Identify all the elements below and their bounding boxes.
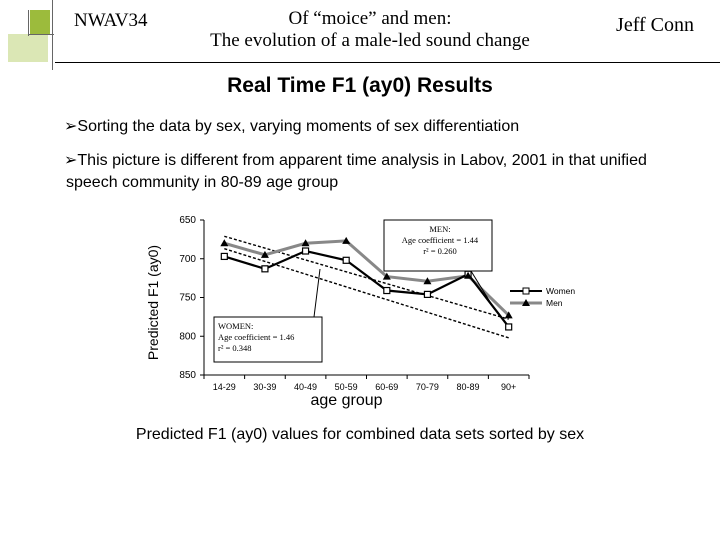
men-point [342,236,351,244]
legend-women-label: Women [546,286,575,296]
bullet-1-text: Sorting the data by sex, varying moments… [77,118,520,135]
x-tick-label: 90+ [501,382,516,392]
decor-line-vertical-2 [28,10,29,36]
author-name: Jeff Conn [616,14,694,36]
men-point [504,311,513,319]
men-point [301,239,310,247]
men-point [423,277,432,285]
women-annotation-line: WOMEN: [218,321,253,331]
x-tick-label: 60-69 [375,382,398,392]
men-point [382,272,391,280]
bullet-arrow-icon: ➢ [64,118,78,135]
women-point [301,247,310,255]
women-annotation-line: r² = 0.348 [218,343,252,353]
x-axis-title: age group [310,392,382,409]
men-point [260,250,269,258]
men-annotation-line: MEN: [429,224,450,234]
bullet-1: ➢Sorting the data by sex, varying moment… [64,116,704,138]
legend-men-label: Men [546,298,563,308]
section-heading: Real Time F1 (ay0) Results [227,74,493,97]
women-point [220,252,228,261]
men-point [464,271,473,279]
women-annotation-line: Age coefficient = 1.46 [218,332,294,342]
women-point [423,290,432,299]
men-annotation-line: Age coefficient = 1.44 [402,235,479,245]
decor-line-vertical [52,0,53,70]
legend-women-marker [522,287,530,295]
x-tick-label: 30-39 [253,382,276,392]
x-tick-label: 80-89 [457,382,480,392]
y-axis-title: Predicted F1 (ay0) [145,245,161,360]
conference-name: NWAV34 [74,10,148,31]
y-tick-label: 700 [179,254,196,265]
women-callout-line [313,268,321,318]
bullet-2-text: This picture is different from apparent … [66,152,647,191]
x-tick-label: 14-29 [213,382,236,392]
decor-square-green [30,10,50,34]
title-line-1: Of “moice” and men: [288,8,452,29]
y-tick-label: 850 [179,370,196,381]
title-line-2: The evolution of a male-led sound change [210,30,530,51]
men-point [220,239,229,247]
y-tick-label: 650 [179,215,196,226]
series-line-women [223,249,510,328]
x-tick-label: 50-59 [335,382,358,392]
women-annotation-box [213,316,323,363]
men-annotation-line: r² = 0.260 [423,246,457,256]
y-tick-label: 750 [179,293,196,304]
legend-men-marker [522,299,530,306]
f1-line-chart: 650 700 750 800 850 14-29 30-39 40-49 50-59 60-69… [145,215,575,409]
decor-square-light [8,34,48,62]
bullet-arrow-icon: ➢ [64,152,78,169]
decor-line-horizontal [28,34,54,35]
men-annotation-box [383,219,493,272]
x-tick-label: 40-49 [294,382,317,392]
header-rule [55,62,720,63]
bullet-2: ➢This picture is different from apparent… [64,150,696,194]
chart-caption: Predicted F1 (ay0) values for combined d… [135,426,585,443]
men-callout-line [470,270,493,306]
women-point [383,286,391,295]
x-tick-label: 70-79 [416,382,439,392]
trendline-women [224,235,509,320]
women-point [261,265,269,273]
women-point [342,256,350,264]
slide-title: Of “moice” and men: The evolution of a m… [170,8,570,52]
women-point [505,323,513,331]
y-tick-label: 800 [179,331,196,342]
